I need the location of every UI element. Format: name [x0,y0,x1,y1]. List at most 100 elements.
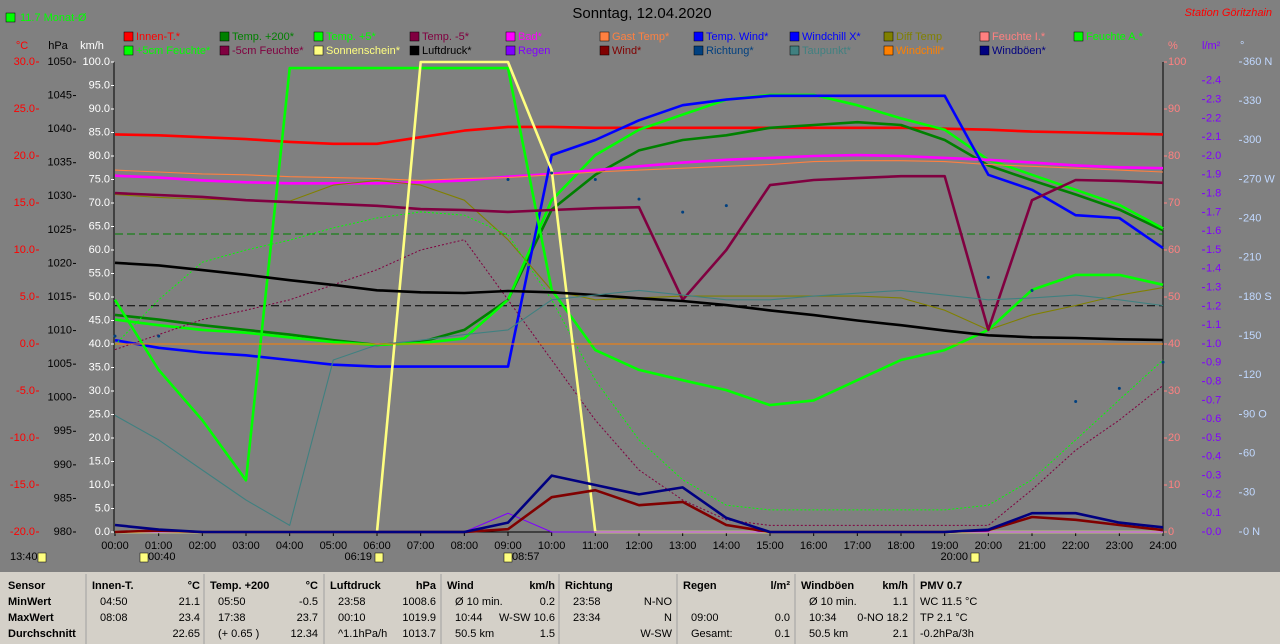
panel-title: Regen [683,580,717,592]
cell: 23:58 [338,596,366,608]
y-tick-label: 5.0 [95,502,110,514]
row-label: MinWert [8,596,52,608]
legend-label: Temp. Wind* [706,31,769,43]
axis-unit: ° [1240,40,1244,52]
y-tick-label: 55.0 [89,267,110,279]
x-tick-label: 07:00 [407,540,435,552]
y-tick-label: 240 [1243,213,1261,225]
cell: 1013.7 [402,628,436,640]
y-tick-label: 0.9 [1206,357,1221,369]
x-tick-label: 20:00 [975,540,1003,552]
y-tick-label: 70.0 [89,197,110,209]
y-tick-label: 25.0 [89,408,110,420]
row-label: MaxWert [8,612,54,624]
y-tick-label: 180 S [1243,291,1272,303]
legend-label: Feuchte A.* [1086,31,1144,43]
y-tick-label: 1015 [48,291,72,303]
axis-unit: hPa [48,40,68,52]
cell: TP 2.1 °C [920,612,968,624]
y-tick-label: 1.8 [1206,188,1221,200]
legend-label: Windchill* [896,45,945,57]
y-tick-label: 2.1 [1206,131,1221,143]
direction-dot [724,204,728,208]
panel-title: Windböen [801,580,854,592]
y-tick-label: 0.4 [1206,451,1221,463]
y-tick-label: 60 [1168,244,1180,256]
y-tick-label: 45.0 [89,314,110,326]
legend-swatch [883,31,894,42]
x-tick-label: 15:00 [756,540,784,552]
cell: W-SW 10.6 [499,612,555,624]
x-tick-label: 23:00 [1106,540,1134,552]
x-tick-label: 06:00 [363,540,391,552]
legend-swatch [219,45,230,56]
x-tick-label: 03:00 [232,540,260,552]
x-tick-label: 24:00 [1149,540,1177,552]
cell: 0.1 [775,628,790,640]
y-tick-label: 1030 [48,190,72,202]
y-tick-label: 90 [1168,103,1180,115]
axis-unit: l/m² [1202,40,1221,52]
y-tick-label: 1045 [48,89,72,101]
legend-label: Temp. -5* [422,31,470,43]
station-name: Station Göritzhain [1185,7,1272,19]
time-marker-icon [37,552,47,563]
cell: Gesamt: [691,628,733,640]
legend-swatch [599,45,610,56]
cell: 2.1 [893,628,908,640]
y-tick-label: 0.2 [1206,488,1221,500]
chart-background [0,0,1280,572]
cell: 04:50 [100,596,128,608]
legend-swatch [599,31,610,42]
legend-label: Diff Temp [896,31,942,43]
cell: Ø 10 min. [809,596,857,608]
axis-unit: km/h [80,40,104,52]
legend-swatch [505,31,516,42]
x-tick-label: 13:00 [669,540,697,552]
cell: N-NO [644,596,673,608]
direction-dot [637,197,641,201]
time-marker: 13:40 [10,551,38,563]
legend-swatch [313,31,324,42]
y-tick-label: 1.3 [1206,282,1221,294]
legend-label: Sonnenschein* [326,45,401,57]
y-tick-label: 980 [54,526,72,538]
y-tick-label: -20.0 [10,526,35,538]
legend-label: +5cm Feuchte* [136,45,211,57]
legend-label: Windchill X* [802,31,861,43]
y-tick-label: 1040 [48,123,72,135]
y-tick-label: 20 [1168,432,1180,444]
chart-title: Sonntag, 12.04.2020 [572,5,711,22]
direction-dot [1161,360,1165,364]
series-line [114,261,1164,342]
y-tick-label: 1010 [48,324,72,336]
y-tick-label: 100.0 [82,56,110,68]
y-tick-label: 10.0 [14,244,35,256]
y-tick-label: 20.0 [89,432,110,444]
y-tick-label: 80.0 [89,150,110,162]
y-tick-label: -15.0 [10,479,35,491]
direction-dot [681,210,685,214]
legend-label: Feuchte I.* [992,31,1046,43]
legend-swatch [883,45,894,56]
cell: 0.2 [540,596,555,608]
direction-dot [550,171,554,175]
series-line [114,474,1164,534]
cell: 1019.9 [402,612,436,624]
time-marker-icon [374,552,384,563]
legend-swatch [409,31,420,42]
legend-swatch [693,45,704,56]
y-tick-label: 0 [1168,526,1174,538]
cell: 05:50 [218,596,246,608]
panel-unit: km/h [882,580,908,592]
x-tick-label: 16:00 [800,540,828,552]
y-tick-label: 30.0 [89,385,110,397]
y-tick-label: 50.0 [89,291,110,303]
y-tick-label: 20.0 [14,150,35,162]
y-tick-label: 1.1 [1206,319,1221,331]
legend-swatch [1073,31,1084,42]
x-tick-label: 14:00 [713,540,741,552]
cell: 0-NO 18.2 [857,612,908,624]
y-tick-label: 2.3 [1206,94,1221,106]
cell: -0.5 [299,596,318,608]
